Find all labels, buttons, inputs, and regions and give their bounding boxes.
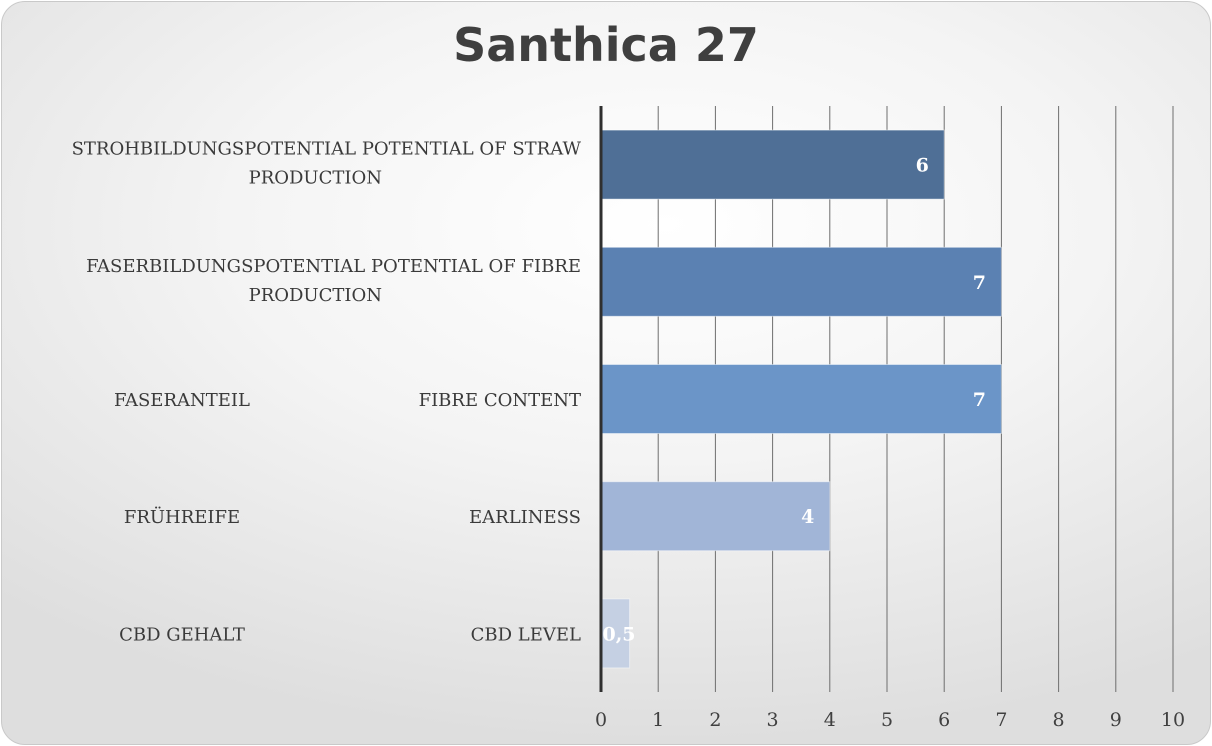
chart-title: Santhica 27 <box>453 18 759 72</box>
x-tick-label: 9 <box>1110 709 1122 731</box>
bar <box>600 246 1002 317</box>
x-tick-label: 10 <box>1161 709 1185 731</box>
data-label: 7 <box>973 389 986 411</box>
data-label: 4 <box>801 506 814 528</box>
x-tick-label: 0 <box>595 709 607 731</box>
x-tick-label: 3 <box>767 709 779 731</box>
bar <box>600 481 831 552</box>
data-label: 0,5 <box>602 623 635 645</box>
category-label: EARLINESS <box>469 507 581 528</box>
category-label: PRODUCTION <box>249 285 382 306</box>
category-label: FRÜHREIFE <box>124 505 240 528</box>
x-tick-label: 8 <box>1053 709 1065 731</box>
category-label: CBD LEVEL <box>471 624 581 645</box>
category-label: CBD GEHALT <box>119 624 245 645</box>
data-label: 6 <box>916 155 929 177</box>
data-label: 7 <box>973 272 986 294</box>
category-label: PRODUCTION <box>249 168 382 189</box>
bar <box>600 364 1002 434</box>
category-label: FASERBILDUNGSPOTENTIAL POTENTIAL OF FIBR… <box>86 256 581 277</box>
category-label: FASERANTEIL <box>114 390 250 411</box>
bar <box>600 129 945 200</box>
x-tick-label: 5 <box>881 709 893 731</box>
category-label: FIBRE CONTENT <box>419 390 581 411</box>
x-tick-label: 7 <box>995 709 1007 731</box>
x-tick-label: 2 <box>709 709 721 731</box>
x-tick-label: 6 <box>938 709 950 731</box>
x-tick-label: 4 <box>824 709 836 731</box>
category-label: STROHBILDUNGSPOTENTIAL POTENTIAL OF STRA… <box>72 139 582 160</box>
bar <box>600 598 631 669</box>
x-tick-label: 1 <box>652 709 664 731</box>
